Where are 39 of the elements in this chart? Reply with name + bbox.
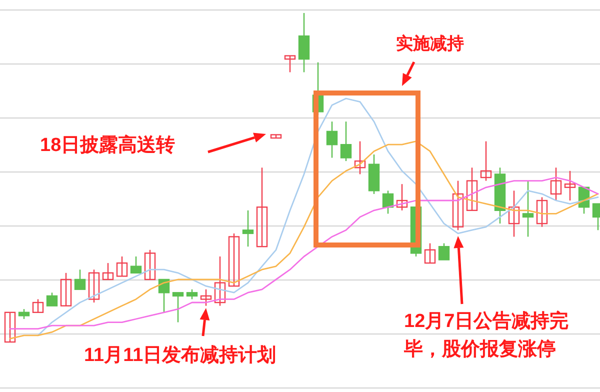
candlestick bbox=[354, 140, 366, 175]
candlestick bbox=[60, 272, 72, 306]
annotation: 12月7日公告减持完毕，股价报复涨停 bbox=[404, 310, 570, 362]
candlestick bbox=[340, 120, 352, 162]
candlestick bbox=[522, 180, 534, 238]
candlestick bbox=[200, 288, 212, 306]
candlestick bbox=[32, 298, 44, 313]
candlestick bbox=[508, 190, 520, 238]
text: 11月11日发布减持计划 bbox=[84, 344, 276, 368]
candlestick bbox=[284, 55, 296, 73]
candlestick bbox=[186, 288, 198, 300]
candlestick bbox=[480, 140, 492, 182]
candlestick bbox=[172, 292, 184, 323]
candlestick bbox=[536, 196, 548, 228]
candlestick bbox=[4, 312, 16, 343]
candlestick bbox=[550, 167, 562, 202]
candlestick bbox=[298, 12, 310, 73]
candlestick bbox=[18, 308, 30, 320]
candlestick bbox=[326, 120, 338, 158]
candlestick bbox=[564, 170, 576, 202]
candlestick bbox=[382, 190, 394, 214]
candlestick bbox=[424, 242, 436, 264]
candlestick bbox=[256, 167, 268, 248]
candlestick bbox=[74, 269, 86, 290]
candlestick bbox=[102, 262, 114, 280]
candlestick bbox=[228, 232, 240, 287]
candlestick bbox=[242, 210, 254, 248]
candlestick bbox=[116, 256, 128, 277]
annotation: 实施减持 bbox=[396, 33, 464, 55]
candlestick bbox=[466, 167, 478, 211]
annotation: 18日披露高送转 bbox=[40, 134, 176, 158]
candlestick bbox=[214, 256, 226, 306]
candlestick bbox=[130, 256, 142, 274]
candlestick bbox=[396, 183, 408, 211]
candlestick bbox=[144, 249, 156, 280]
candlestick bbox=[438, 242, 450, 260]
candlestick bbox=[452, 180, 464, 231]
candlestick bbox=[46, 292, 58, 306]
candlestick bbox=[88, 269, 100, 304]
